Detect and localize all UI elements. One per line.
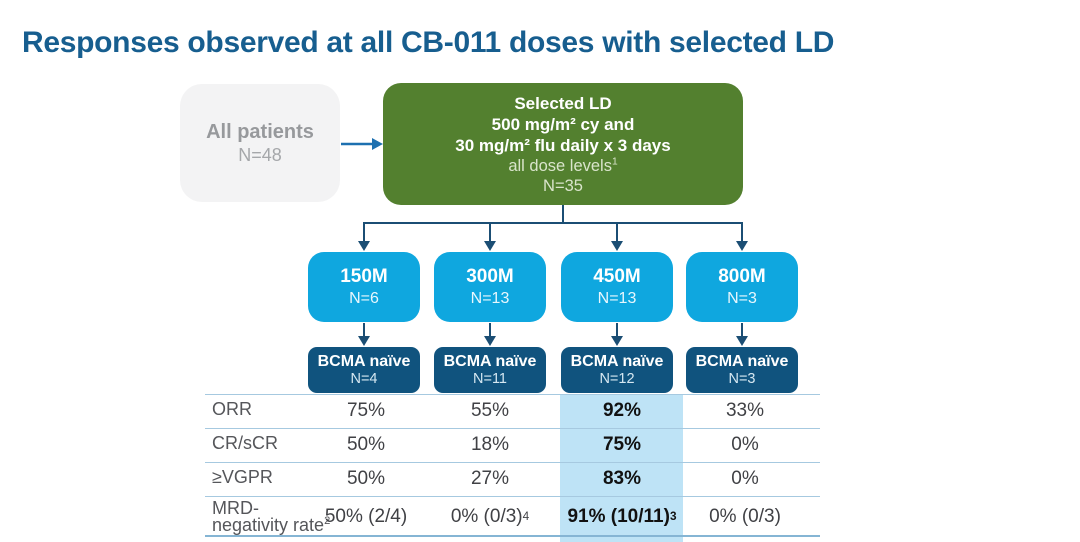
table-divider bbox=[205, 535, 820, 537]
footnote-sup: 1 bbox=[611, 156, 618, 167]
arrowhead-icon bbox=[358, 241, 370, 251]
arrowhead-icon bbox=[611, 336, 623, 346]
table-cell: 0% (0/3) bbox=[709, 506, 781, 527]
highlight-band-450m bbox=[560, 394, 683, 542]
table-cell: 55% bbox=[470, 400, 510, 421]
dose-label: 150M bbox=[340, 266, 388, 287]
row-label-vgpr: ≥VGPR bbox=[212, 467, 273, 487]
table-cell: 27% bbox=[470, 468, 510, 489]
selected-ld-dose-levels: all dose levels1 bbox=[508, 156, 618, 175]
bcma-box-300m: BCMA naïve N=11 bbox=[434, 347, 546, 393]
table-cell-highlighted: 92% bbox=[602, 400, 642, 421]
arrowhead-icon bbox=[736, 241, 748, 251]
dose-box-300m: 300M N=13 bbox=[434, 252, 546, 322]
footnote-sup: 2 bbox=[324, 515, 331, 527]
bcma-label: BCMA naïve bbox=[443, 352, 537, 370]
table-divider bbox=[205, 394, 820, 395]
all-patients-label: All patients bbox=[206, 121, 314, 143]
table-cell-highlighted: 75% bbox=[602, 434, 642, 455]
row-label-crscr: CR/sCR bbox=[212, 433, 278, 453]
selected-ld-box: Selected LD 500 mg/m² cy and 30 mg/m² fl… bbox=[383, 83, 743, 205]
selected-ld-heading: Selected LD bbox=[514, 93, 612, 113]
table-cell: 33% bbox=[725, 400, 765, 421]
selected-ld-flu-line: 30 mg/m² flu daily x 3 days bbox=[455, 135, 671, 155]
bcma-n: N=12 bbox=[599, 370, 635, 387]
arrowhead-icon bbox=[484, 241, 496, 251]
bcma-n: N=4 bbox=[350, 370, 378, 387]
dose-box-450m: 450M N=13 bbox=[561, 252, 673, 322]
row-label-mrd: MRD- negativity rate2 bbox=[212, 498, 331, 535]
bcma-n: N=11 bbox=[473, 370, 507, 387]
dose-n: N=13 bbox=[597, 290, 637, 307]
dose-n: N=3 bbox=[727, 290, 757, 307]
table-cell: 50% bbox=[346, 468, 386, 489]
bcma-box-150m: BCMA naïve N=4 bbox=[308, 347, 420, 393]
table-cell: 0% bbox=[731, 434, 759, 455]
arrowhead-icon bbox=[484, 336, 496, 346]
table-cell: 50% bbox=[346, 434, 386, 455]
dose-n: N=13 bbox=[470, 290, 510, 307]
bcma-label: BCMA naïve bbox=[570, 352, 664, 370]
arrowhead-icon bbox=[358, 336, 370, 346]
page-title: Responses observed at all CB-011 doses w… bbox=[22, 26, 835, 59]
table-cell: 0% (0/3) 4 bbox=[450, 506, 530, 527]
table-cell: 0% bbox=[731, 468, 759, 489]
dose-n: N=6 bbox=[349, 290, 379, 307]
bcma-label: BCMA naïve bbox=[317, 352, 411, 370]
dose-label: 300M bbox=[466, 266, 514, 287]
bcma-n: N=3 bbox=[728, 370, 756, 387]
bcma-box-450m: BCMA naïve N=12 bbox=[561, 347, 673, 393]
selected-ld-n: N=35 bbox=[543, 176, 583, 195]
dose-label: 450M bbox=[593, 266, 641, 287]
table-divider bbox=[205, 496, 820, 497]
arrowhead-icon bbox=[611, 241, 623, 251]
all-patients-box: All patients N=48 bbox=[180, 84, 340, 202]
row-label-orr: ORR bbox=[212, 399, 252, 419]
bcma-box-800m: BCMA naïve N=3 bbox=[686, 347, 798, 393]
table-divider bbox=[205, 462, 820, 463]
all-patients-n: N=48 bbox=[238, 145, 282, 165]
selected-ld-cy-line: 500 mg/m² cy and bbox=[491, 114, 635, 134]
bcma-label: BCMA naïve bbox=[695, 352, 789, 370]
table-cell-highlighted: 83% bbox=[602, 468, 642, 489]
arrowhead-icon bbox=[736, 336, 748, 346]
dose-label: 800M bbox=[718, 266, 766, 287]
table-cell-highlighted: 91% (10/11) 3 bbox=[567, 506, 677, 527]
table-cell: 18% bbox=[470, 434, 510, 455]
arrowhead-icon bbox=[372, 138, 383, 150]
table-cell: 75% bbox=[346, 400, 386, 421]
table-cell: 50% (2/4) bbox=[324, 506, 408, 527]
table-divider bbox=[205, 428, 820, 429]
dose-box-150m: 150M N=6 bbox=[308, 252, 420, 322]
dose-box-800m: 800M N=3 bbox=[686, 252, 798, 322]
